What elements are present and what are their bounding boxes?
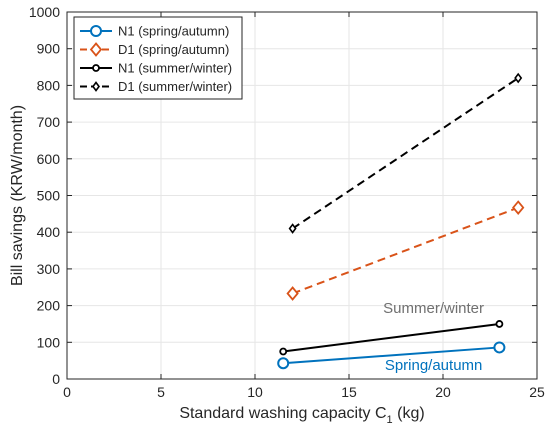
y-tick-label: 200 <box>37 298 61 314</box>
data-point <box>277 357 290 370</box>
legend-label: N1 (spring/autumn) <box>118 24 229 39</box>
data-point <box>495 320 504 328</box>
ticks: 0 5 10 15 20 25 0 100 200 300 400 500 600 700 800 900 10… <box>29 4 545 400</box>
y-tick-label: 400 <box>37 224 61 240</box>
series-layer <box>277 72 525 370</box>
y-tick-label: 500 <box>37 188 61 204</box>
series-3 <box>279 320 504 356</box>
series-4 <box>288 72 523 234</box>
y-tick-label: 800 <box>37 77 61 93</box>
legend-label: N1 (summer/winter) <box>118 61 232 76</box>
y-tick-label: 100 <box>37 334 61 350</box>
series-line <box>292 77 519 230</box>
series-1 <box>277 341 506 370</box>
y-tick-label: 1000 <box>29 4 60 20</box>
y-tick-label: 900 <box>37 41 61 57</box>
data-point <box>286 286 299 301</box>
legend-item: D1 (spring/autumn) <box>80 42 229 57</box>
series-line <box>283 346 500 365</box>
data-point <box>493 341 506 354</box>
annotations: Summer/winter Spring/autumn <box>383 300 484 374</box>
annotation-label: Spring/autumn <box>385 357 483 374</box>
x-tick-label: 25 <box>529 384 545 400</box>
x-axis-title: Standard washing capacity C1 (kg) <box>179 405 424 426</box>
series-2 <box>286 200 525 301</box>
legend-item: N1 (spring/autumn) <box>80 24 229 39</box>
y-tick-label: 600 <box>37 151 61 167</box>
data-point <box>514 72 523 84</box>
annotation-label: Summer/winter <box>383 300 484 317</box>
y-tick-label: 700 <box>37 114 61 130</box>
x-tick-label: 20 <box>435 384 451 400</box>
legend-label: D1 (summer/winter) <box>118 79 232 94</box>
data-point <box>279 347 288 356</box>
series-line <box>283 322 500 353</box>
data-point <box>512 200 525 216</box>
legend: N1 (spring/autumn) D1 (spring/autumn) N1 (… <box>73 16 243 100</box>
x-tick-label: 0 <box>63 384 71 400</box>
y-tick-label: 300 <box>37 261 61 277</box>
x-tick-label: 15 <box>341 384 357 400</box>
legend-item: D1 (summer/winter) <box>80 79 232 94</box>
legend-marker <box>92 81 100 92</box>
legend-item: N1 (summer/winter) <box>80 61 232 76</box>
legend-marker <box>90 25 102 37</box>
legend-marker <box>89 42 103 57</box>
y-axis-title: Bill savings (KRW/month) <box>9 105 26 286</box>
legend-label: D1 (spring/autumn) <box>118 42 229 57</box>
y-tick-label: 0 <box>52 371 60 387</box>
data-point <box>288 223 297 234</box>
x-tick-label: 5 <box>157 384 165 400</box>
legend-marker <box>92 64 100 72</box>
x-tick-label: 10 <box>247 384 263 400</box>
series-line <box>292 206 519 295</box>
